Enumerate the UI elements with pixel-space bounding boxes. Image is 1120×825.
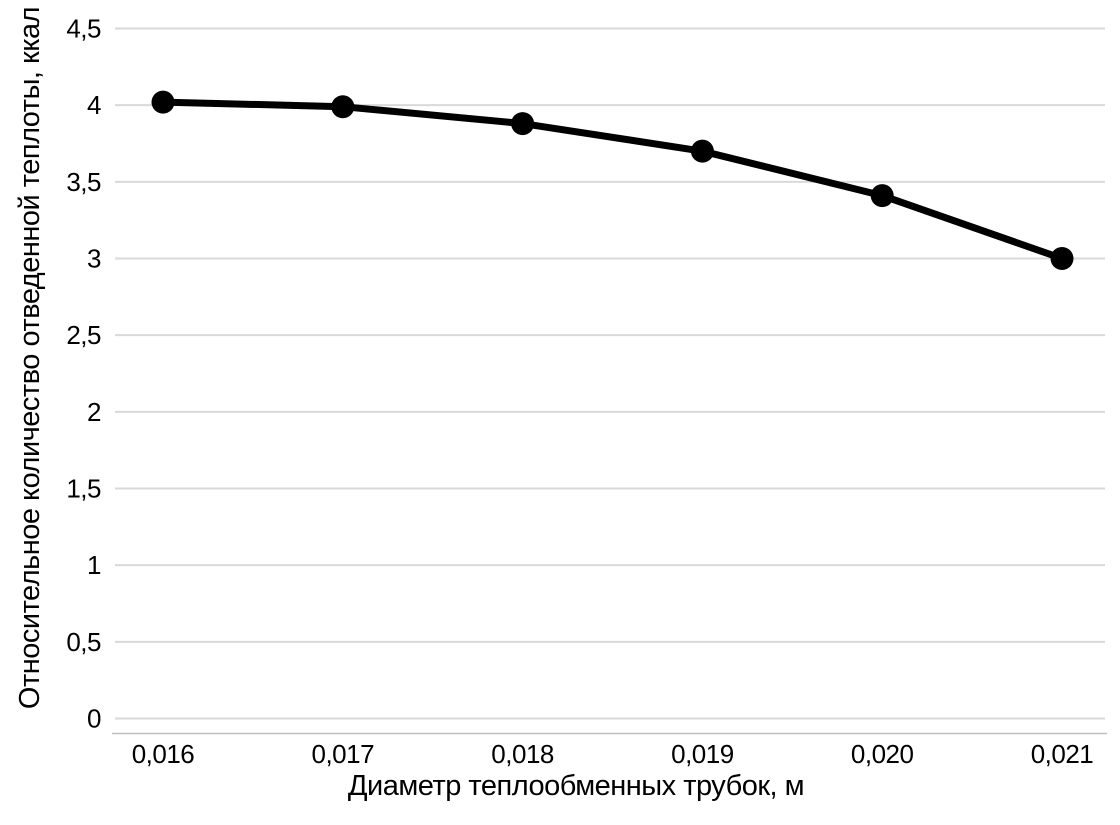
y-tick-label: 2 — [87, 397, 101, 427]
y-tick-label: 1,5 — [66, 474, 101, 504]
x-tick-label: 0,021 — [1031, 739, 1094, 769]
y-tick-label: 4,5 — [66, 14, 101, 44]
data-point — [1050, 247, 1074, 270]
x-tick-label: 0,018 — [491, 739, 554, 769]
y-tick-label: 0 — [87, 704, 101, 734]
x-tick-label: 0,017 — [312, 739, 375, 769]
data-point — [511, 112, 535, 136]
y-tick-label: 1 — [87, 550, 101, 580]
series-line — [159, 98, 1066, 262]
y-tick-label: 2,5 — [66, 320, 101, 350]
x-tick-label: 0,020 — [851, 739, 914, 769]
data-point — [331, 95, 355, 119]
y-axis-title: Относительное количество отведенной тепл… — [14, 6, 46, 710]
data-point — [870, 184, 894, 208]
x-axis-title: Диаметр теплообменных трубок, м — [347, 770, 805, 802]
y-tick-label: 3,5 — [66, 167, 101, 197]
x-tick-label: 0,016 — [132, 739, 195, 769]
y-tick-label: 3 — [87, 244, 101, 274]
data-point — [690, 139, 714, 163]
y-tick-label: 0,5 — [66, 627, 101, 657]
x-tick-label: 0,019 — [671, 739, 734, 769]
y-tick-label: 4 — [87, 90, 101, 120]
data-point — [151, 90, 175, 114]
